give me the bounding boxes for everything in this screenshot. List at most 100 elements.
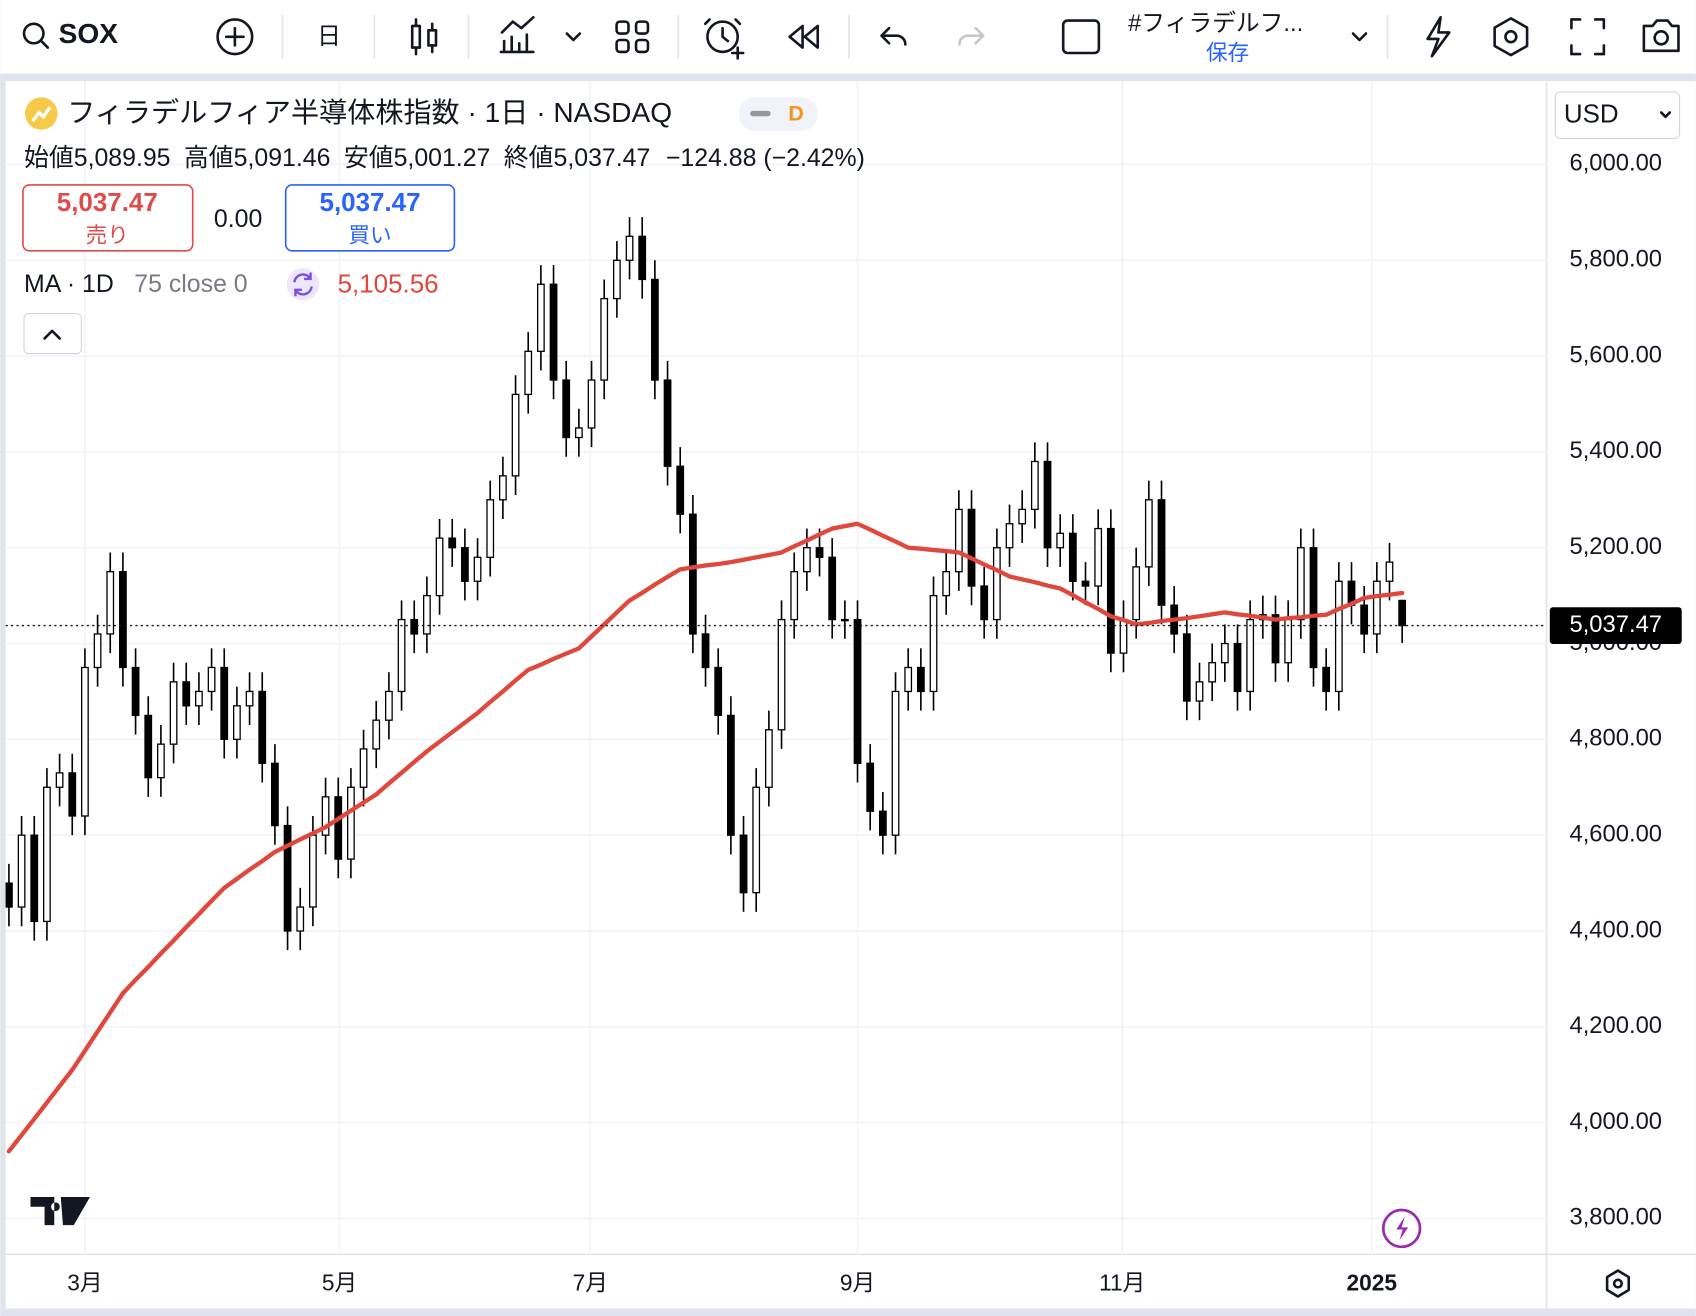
candle-body	[676, 465, 685, 515]
candle-body	[93, 633, 102, 669]
candle-body	[549, 283, 558, 381]
candle-body	[650, 278, 659, 381]
candle-body	[1334, 580, 1343, 693]
buy-label: 買い	[348, 223, 391, 248]
icon	[706, 20, 740, 54]
status-pill[interactable]	[738, 97, 818, 131]
icon	[615, 38, 630, 54]
candle-body	[1056, 532, 1065, 549]
ohlc-label: 安値	[344, 144, 394, 172]
candle-body	[131, 666, 140, 717]
ma-sync[interactable]	[286, 268, 320, 301]
icon	[634, 20, 650, 35]
x-tick-label: 2025	[1347, 1270, 1397, 1296]
y-tick-label: 4,200.00	[1569, 1012, 1662, 1039]
last-price-label: 5,037.47	[1569, 611, 1662, 638]
candle-body	[954, 508, 963, 573]
redo[interactable]	[958, 26, 985, 46]
candle-body	[296, 906, 305, 932]
candle-body	[283, 824, 292, 932]
quick-search[interactable]	[1426, 16, 1451, 58]
candle-body	[612, 259, 621, 300]
candle-body	[1005, 523, 1014, 549]
candle-body	[1233, 642, 1242, 693]
screenshot[interactable]	[1642, 19, 1680, 53]
save[interactable]: 保存	[1206, 40, 1249, 65]
candle-body	[701, 633, 710, 669]
search[interactable]: SOX	[22, 18, 119, 49]
legend-title: フィラデルフィア半導体株指数 · 1日 · NASDAQ	[67, 97, 672, 128]
candle-body	[714, 666, 723, 717]
last-price-box	[1549, 607, 1682, 644]
y-tick-label: 5,600.00	[1569, 341, 1662, 368]
ohlc-label: 始値	[24, 144, 74, 172]
interval[interactable]: 日	[317, 23, 341, 50]
replay[interactable]	[788, 24, 820, 49]
axes: 3,800.00 4,000.00 4,200.00 4,400.00 4,600.00…	[67, 150, 1682, 1296]
candle-body	[1398, 599, 1407, 627]
candle-body	[334, 796, 343, 860]
undo[interactable]	[880, 26, 907, 46]
icon	[414, 18, 434, 56]
candle-body	[600, 297, 609, 381]
layout-menu[interactable]	[1351, 32, 1368, 42]
collapse-legend[interactable]	[23, 313, 82, 355]
grid	[5, 81, 1547, 1255]
layout[interactable]	[1061, 19, 1101, 55]
ma-value: 5,105.56	[338, 270, 439, 298]
currency-select[interactable]	[1554, 91, 1681, 139]
candle-body	[992, 547, 1001, 621]
buy-price: 5,037.47	[320, 189, 421, 217]
spread: 0.00	[214, 205, 262, 233]
symbol: SOX	[59, 18, 119, 49]
candle-body	[207, 666, 216, 693]
candle-body	[169, 681, 178, 745]
icon	[703, 18, 745, 60]
search-icon	[22, 22, 45, 45]
candle-body	[359, 748, 368, 788]
ohlc-label: 終値	[504, 144, 554, 172]
candle-body	[55, 772, 64, 788]
y-tick-label: 4,600.00	[1569, 820, 1662, 847]
layout-name[interactable]: #フィラデルフ...	[1128, 10, 1303, 37]
candle-body	[258, 690, 267, 764]
x-tick-label: 3月	[67, 1270, 102, 1296]
candle-body	[81, 666, 89, 817]
candle-body	[688, 513, 697, 635]
chart-type[interactable]	[410, 18, 438, 56]
x-tick-label: 7月	[573, 1270, 608, 1296]
candle-body	[1106, 527, 1115, 654]
icon	[216, 18, 254, 56]
candle-body	[309, 834, 317, 908]
candle-body	[1220, 642, 1229, 664]
news-icon	[1396, 1216, 1409, 1241]
candle-body	[891, 690, 900, 836]
candle-body	[245, 690, 254, 707]
candle-body	[1360, 604, 1369, 635]
alert[interactable]	[703, 18, 745, 60]
ohlc: 始値5,089.95 高値5,091.46 安値5,001.27 終値5,037…	[24, 144, 865, 172]
sell-price: 5,037.47	[57, 189, 158, 217]
sell-button[interactable]: 5,037.47 売り	[22, 184, 194, 252]
icon	[634, 38, 650, 54]
y-tick-label: 4,800.00	[1569, 725, 1662, 752]
time-settings[interactable]	[1605, 1269, 1631, 1298]
fullscreen[interactable]	[1570, 18, 1606, 56]
candle-body	[410, 618, 419, 635]
ohlc-value: 5,001.27	[394, 144, 491, 172]
candle-body	[663, 379, 672, 467]
screenshot-icon	[1653, 30, 1669, 46]
change: −124.88 (−2.42%)	[666, 144, 865, 172]
indicators[interactable]	[499, 16, 582, 54]
toolbar	[0, 0, 1696, 74]
candle-body	[1094, 527, 1103, 587]
candle-body	[638, 235, 647, 281]
buy-button[interactable]: 5,037.47 買い	[284, 184, 456, 252]
candle-body	[815, 547, 824, 558]
y-tick-label: 6,000.00	[1569, 150, 1662, 177]
settings[interactable]	[1493, 17, 1529, 57]
templates[interactable]	[615, 20, 650, 54]
ma-params: 75 close 0	[134, 270, 247, 298]
add-symbol[interactable]	[216, 18, 254, 56]
candle-body	[904, 666, 913, 693]
